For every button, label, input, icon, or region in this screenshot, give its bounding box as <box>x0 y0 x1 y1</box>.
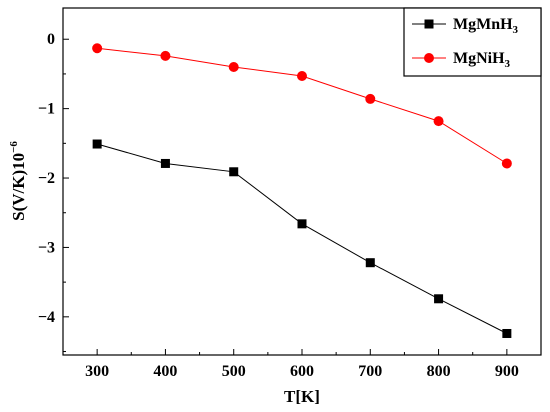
data-point-square <box>297 219 307 229</box>
legend-label-mgmnh3-base: MgMnH <box>453 16 513 33</box>
legend-label-mgnih3-base: MgNiH <box>453 50 505 67</box>
x-tick-label: 400 <box>153 363 177 380</box>
data-point-square <box>502 328 512 338</box>
y-axis-title-exponent: −6 <box>8 141 20 153</box>
data-point-square <box>365 258 375 268</box>
legend-box <box>403 7 542 77</box>
legend-marker-mgnih3 <box>424 53 434 63</box>
data-point-square <box>434 294 444 304</box>
series-line-0 <box>96 143 508 334</box>
y-tick-label: −2 <box>38 170 55 187</box>
data-point-circle <box>501 158 512 169</box>
x-tick-label: 600 <box>290 363 314 380</box>
data-point-circle <box>228 61 239 72</box>
legend-label-mgnih3-sub: 3 <box>505 58 511 70</box>
data-point-circle <box>160 50 171 61</box>
data-point-circle <box>365 93 376 104</box>
y-tick-label: −1 <box>38 101 55 118</box>
data-point-circle <box>92 43 103 54</box>
x-ticks: 300 400 500 600 700 800 900 <box>85 349 542 380</box>
x-tick-label: 500 <box>222 363 246 380</box>
legend-label-mgmnh3: MgMnH3 <box>453 16 519 36</box>
y-tick-label: −3 <box>38 239 55 256</box>
legend-label-mgmnh3-sub: 3 <box>513 24 519 36</box>
data-point-square <box>160 158 170 168</box>
x-axis-title: T[K] <box>284 387 320 406</box>
legend: MgMnH3 MgNiH3 <box>403 7 542 77</box>
data-point-circle <box>433 116 444 127</box>
legend-marker-mgmnh3 <box>424 19 434 29</box>
data-point-circle <box>297 71 307 82</box>
data-point-square <box>229 167 239 177</box>
legend-label-mgnih3: MgNiH3 <box>453 50 511 70</box>
data-point-square <box>92 139 102 149</box>
x-tick-label: 800 <box>427 363 451 380</box>
y-axis-title: S(V/K)10−6 <box>8 141 28 221</box>
y-axis-title-base: S(V/K)10 <box>9 153 28 221</box>
x-tick-label: 900 <box>495 363 519 380</box>
y-ticks: 0 −1 −2 −3 −4 <box>38 31 69 353</box>
y-tick-label: −4 <box>38 309 55 326</box>
x-tick-label: 700 <box>358 363 382 380</box>
series-layer <box>92 43 512 338</box>
x-tick-label: 300 <box>85 363 109 380</box>
y-tick-label: 0 <box>47 31 55 48</box>
